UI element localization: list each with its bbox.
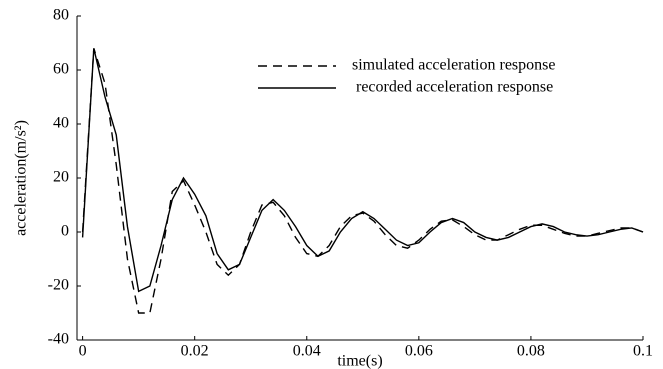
legend-label: simulated acceleration response (352, 57, 555, 74)
series-line (81, 48, 644, 314)
y-axis-label: acceleration(m/s²) (13, 120, 30, 236)
y-tick-label: 20 (53, 169, 69, 186)
y-tick-label: -20 (48, 277, 69, 294)
x-tick-label: 0.08 (517, 343, 545, 360)
y-tick-label: 40 (53, 115, 69, 132)
legend-label: recorded acceleration response (356, 79, 553, 96)
series-line (81, 48, 644, 293)
x-tick-label: 0.04 (293, 343, 321, 360)
x-tick-label: 0.02 (181, 343, 209, 360)
x-axis-label: time(s) (337, 353, 382, 369)
y-tick-label: 60 (53, 61, 69, 78)
y-tick-label: 0 (61, 223, 69, 240)
x-tick-label: 0.06 (405, 343, 433, 360)
y-tick-label: 80 (53, 7, 69, 24)
x-tick-label: 0 (79, 343, 87, 360)
y-tick-label: -40 (48, 331, 69, 348)
x-tick-label: 0.1 (633, 343, 653, 360)
